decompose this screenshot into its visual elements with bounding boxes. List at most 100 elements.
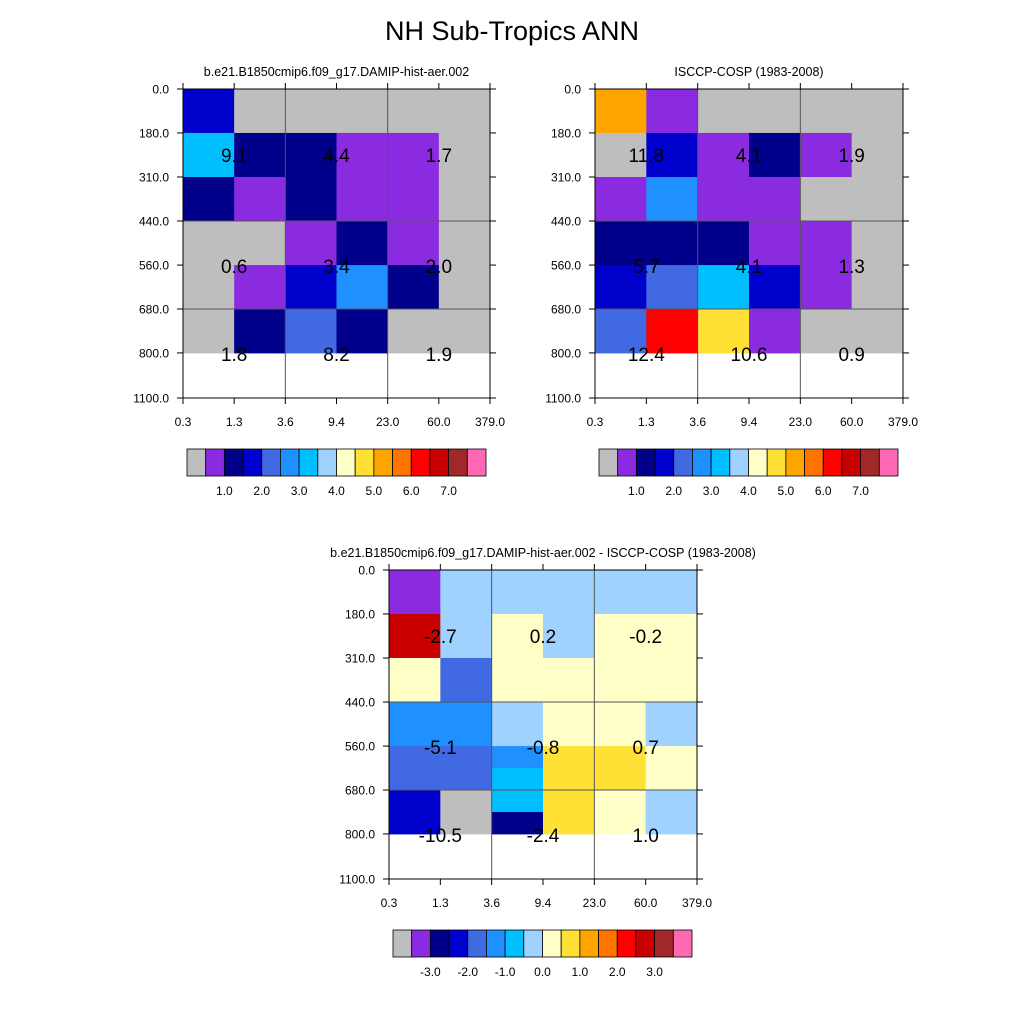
colorbar-swatch [692,448,712,477]
heatmap-cell [595,89,647,134]
cell-value-label: 1.8 [221,345,247,366]
y-tick-label: 310.0 [551,171,581,185]
heatmap-cell [234,309,286,354]
colorbar-swatch [261,448,281,477]
heatmap-cell [595,265,647,310]
colorbar-swatch [467,929,487,958]
heatmap-cell [851,221,904,266]
heatmap-cell [440,702,493,747]
colorbar-swatch [466,448,487,477]
heatmap-cell [183,309,235,354]
colorbar-label: 6.0 [815,484,832,498]
heatmap-cell [851,89,904,134]
colorbar-label: 1.0 [572,965,589,979]
heatmap-cell [800,221,853,266]
colorbar-label: -3.0 [420,965,441,979]
cell-value-label: 1.0 [632,826,658,847]
cell-value-label: -10.5 [419,826,462,847]
heatmap-cell [387,221,440,266]
heatmap-cell [543,702,595,747]
cell-value-label: -2.4 [527,826,560,847]
cell-value-label: 0.9 [838,345,864,366]
heatmap-cell [594,570,647,615]
cell-value-label: 0.6 [221,257,247,278]
colorbar-swatch [392,929,413,958]
colorbar-swatch [486,929,506,958]
colorbar-swatch [354,448,375,477]
colorbar-swatch [729,448,749,477]
heatmap-cell [440,658,493,703]
heatmap-cell [595,309,647,354]
heatmap-cell [336,221,389,266]
x-tick-label: 23.0 [376,415,400,429]
x-tick-label: 23.0 [583,896,607,910]
panel-difference: b.e21.B1850cmip6.f09_g17.DAMIP-hist-aer.… [330,546,756,979]
cell-value-label: 4.1 [736,146,762,167]
heatmap-cell [543,746,595,791]
colorbar-swatch [710,448,731,477]
colorbar-swatch [804,448,824,477]
heatmap-cell [646,265,699,310]
heatmap-cell [800,177,853,222]
colorbar-swatch [205,448,225,477]
heatmap-cell [594,746,647,791]
heatmap-cell [697,221,750,266]
panel-title: b.e21.B1850cmip6.f09_g17.DAMIP-hist-aer.… [204,65,469,79]
colorbar-label: 2.0 [253,484,270,498]
heatmap-cell [749,89,801,134]
colorbar-swatch [392,448,412,477]
heatmap-cell [749,221,801,266]
x-tick-label: 60.0 [840,415,864,429]
heatmap-cell [595,132,647,178]
cell-value-label: 12.4 [628,345,665,366]
cell-value-label: 0.7 [632,738,658,759]
colorbar-label: 3.0 [291,484,308,498]
cell-value-label: 1.9 [838,146,864,167]
heatmap-cell [749,309,801,354]
heatmap-cell [645,746,698,791]
y-tick-label: 0.0 [358,564,375,578]
y-tick-label: 180.0 [345,607,375,621]
cell-value-label: 4.1 [736,257,762,278]
heatmap-cell [800,132,853,178]
cell-value-label: 4.4 [323,146,350,167]
figure-title: NH Sub-Tropics ANN [384,16,640,46]
heatmap-cell [543,790,595,835]
colorbar-label: -2.0 [457,965,478,979]
heatmap-cell [389,570,441,615]
heatmap-cell [646,309,699,354]
heatmap-cell [440,790,493,835]
colorbar-swatch [860,448,880,477]
colorbar-swatch [429,929,450,958]
colorbar-swatch [748,448,768,477]
colorbar-swatch [317,448,337,477]
heatmap-cell [285,89,337,134]
heatmap-cell [336,89,389,134]
heatmap-cell [336,309,389,354]
heatmap-cell [387,265,440,310]
heatmap-cell [697,89,750,134]
heatmap-cell [491,658,544,703]
heatmap-cell [438,132,491,178]
heatmap-cell [800,265,853,310]
heatmap-cell [234,89,286,134]
colorbar-swatch [635,448,656,477]
heatmap-cell [697,177,750,222]
x-tick-label: 379.0 [682,896,712,910]
x-tick-label: 0.3 [587,415,604,429]
heatmap-cell [389,746,441,791]
heatmap-cell [234,221,286,266]
y-tick-label: 310.0 [139,171,169,185]
heatmap-cell [851,132,904,178]
heatmap-cell [646,177,699,222]
y-tick-label: 180.0 [551,126,581,140]
colorbar-swatch [298,448,319,477]
heatmap-cell [645,570,698,615]
cell-value-label: 1.3 [838,257,864,278]
colorbar-swatch [223,448,244,477]
x-tick-label: 23.0 [789,415,813,429]
colorbar-label: 1.0 [216,484,233,498]
cell-value-label: 1.9 [426,345,452,366]
heatmap-cell [645,658,698,703]
panel-observations: ISCCP-COSP (1983-2008) 0.3 1.3 3.6 9.4 23.0 60… [545,65,918,498]
